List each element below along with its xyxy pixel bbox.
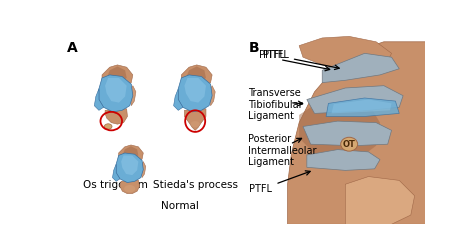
Polygon shape xyxy=(130,86,136,106)
Text: Posterior
Intermalleolar
Ligament: Posterior Intermalleolar Ligament xyxy=(248,134,317,167)
Polygon shape xyxy=(288,42,425,224)
Polygon shape xyxy=(322,53,399,83)
Polygon shape xyxy=(331,100,392,113)
Polygon shape xyxy=(209,86,215,106)
Polygon shape xyxy=(178,75,212,112)
Polygon shape xyxy=(105,78,127,103)
Text: Transverse
Tibiofibular
Ligament: Transverse Tibiofibular Ligament xyxy=(248,88,303,121)
Text: PITFL: PITFL xyxy=(259,50,285,60)
Polygon shape xyxy=(107,67,127,83)
Text: Normal: Normal xyxy=(161,201,199,211)
Ellipse shape xyxy=(341,137,358,151)
Polygon shape xyxy=(94,89,103,110)
Polygon shape xyxy=(99,75,133,112)
Polygon shape xyxy=(173,89,183,110)
Text: OT: OT xyxy=(343,140,356,149)
Polygon shape xyxy=(346,177,415,224)
Polygon shape xyxy=(299,96,380,161)
Polygon shape xyxy=(186,67,206,83)
Polygon shape xyxy=(121,155,138,175)
Text: A: A xyxy=(66,41,77,55)
Polygon shape xyxy=(184,109,206,130)
Polygon shape xyxy=(182,65,212,87)
Polygon shape xyxy=(112,164,120,181)
Text: B: B xyxy=(248,41,259,55)
Ellipse shape xyxy=(104,124,112,129)
Text: PTFL: PTFL xyxy=(249,171,310,194)
Polygon shape xyxy=(303,121,392,146)
Polygon shape xyxy=(184,78,206,103)
Polygon shape xyxy=(299,36,392,73)
Polygon shape xyxy=(102,65,133,87)
Text: PITFL: PITFL xyxy=(263,50,339,70)
Polygon shape xyxy=(141,162,146,178)
Ellipse shape xyxy=(124,185,135,193)
Ellipse shape xyxy=(191,121,200,127)
Polygon shape xyxy=(105,109,128,124)
Ellipse shape xyxy=(344,140,355,148)
Polygon shape xyxy=(326,98,399,116)
Polygon shape xyxy=(122,146,138,159)
Text: Stieda's process: Stieda's process xyxy=(153,180,237,191)
Polygon shape xyxy=(120,180,139,194)
Polygon shape xyxy=(307,150,380,170)
Polygon shape xyxy=(307,86,403,113)
Polygon shape xyxy=(118,145,143,163)
Text: Os trigonum: Os trigonum xyxy=(83,180,148,191)
Polygon shape xyxy=(116,153,143,182)
